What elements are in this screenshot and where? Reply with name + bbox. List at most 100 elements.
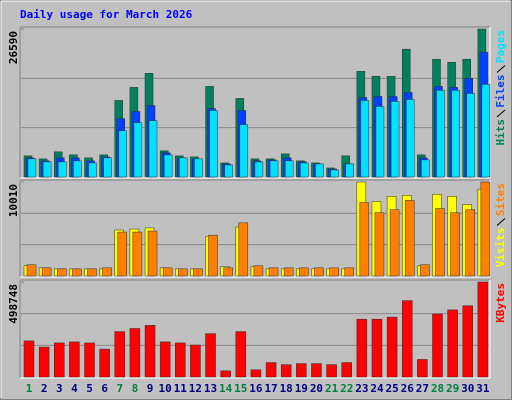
bar (268, 267, 279, 277)
legend-separator (496, 109, 506, 118)
bar (148, 120, 158, 178)
bar (269, 160, 279, 178)
bar (404, 200, 415, 277)
x-tick-label: 11 (174, 382, 188, 395)
bar (220, 370, 231, 378)
bar (87, 268, 97, 277)
x-tick-label: 12 (189, 382, 202, 395)
bar (296, 363, 307, 378)
bar (235, 331, 247, 378)
bar (238, 222, 249, 277)
bar (54, 342, 65, 378)
x-tick-label: 5 (86, 382, 93, 395)
bar (73, 160, 82, 178)
bar (179, 157, 188, 178)
bar (450, 212, 460, 277)
bar (359, 202, 370, 277)
bar (375, 106, 385, 178)
bar (253, 265, 264, 277)
bar (147, 230, 158, 277)
bar (356, 318, 368, 378)
x-tick-label: 30 (461, 382, 474, 395)
bar (374, 212, 385, 277)
legend-label: Sites (494, 183, 507, 216)
legend-label: Hits (494, 119, 507, 146)
bar (466, 93, 475, 178)
bar (162, 267, 173, 277)
bar (84, 342, 95, 378)
bar (178, 268, 188, 277)
bar (477, 281, 489, 378)
x-tick-label: 22 (340, 382, 353, 395)
legend-separator (496, 218, 506, 226)
bar (194, 158, 203, 178)
legend-label: Visits (494, 228, 507, 268)
bar (401, 300, 413, 378)
y-tick-label: 498748 (7, 284, 20, 324)
x-tick-label: 27 (416, 382, 429, 395)
bar (371, 318, 383, 378)
bar (42, 161, 52, 178)
bar (99, 348, 110, 378)
bar (280, 364, 292, 378)
bar (314, 267, 324, 277)
bar (208, 234, 218, 277)
bar (159, 341, 171, 378)
bar (57, 268, 67, 277)
bar (344, 267, 354, 277)
bar (88, 162, 97, 178)
x-tick-label: 25 (385, 382, 398, 395)
x-tick-label: 17 (264, 382, 277, 395)
bar (435, 208, 445, 277)
x-tick-label: 23 (355, 382, 368, 395)
bar (72, 268, 82, 277)
bar (480, 181, 491, 277)
x-tick-label: 19 (295, 382, 308, 395)
x-tick-label: 10 (159, 382, 172, 395)
bar (436, 90, 445, 178)
bar (38, 346, 50, 378)
bar (389, 209, 400, 277)
bar (345, 163, 354, 178)
legend-label: Pages (494, 30, 507, 63)
x-tick-label: 1 (26, 382, 33, 395)
x-tick-label: 15 (234, 382, 247, 395)
x-tick-label: 2 (41, 382, 48, 395)
bar (190, 344, 201, 378)
bar (283, 267, 294, 277)
bar (224, 164, 233, 178)
bar (405, 99, 415, 178)
legend-label: KBytes (494, 283, 507, 323)
bar (254, 161, 264, 178)
panel (20, 180, 490, 277)
bar (175, 342, 186, 378)
bar (462, 305, 473, 378)
bar (102, 267, 112, 277)
bar (465, 209, 475, 277)
bar (103, 157, 112, 178)
bar (133, 122, 143, 178)
bar (390, 101, 400, 178)
x-tick-label: 31 (476, 382, 490, 395)
bar (69, 341, 80, 378)
bar (58, 161, 67, 178)
bar (417, 359, 428, 378)
bar (299, 267, 309, 277)
bar (117, 231, 128, 277)
x-tick-label: 13 (204, 382, 217, 395)
bar (311, 363, 322, 378)
x-tick-label: 21 (325, 382, 339, 395)
bar (284, 160, 294, 178)
x-tick-label: 9 (147, 382, 154, 395)
x-tick-label: 4 (71, 382, 78, 395)
x-tick-label: 29 (446, 382, 459, 395)
y-tick-label: 10010 (7, 184, 20, 217)
bar (265, 362, 277, 378)
x-tick-label: 6 (101, 382, 108, 395)
bar (420, 264, 430, 277)
y-tick-label: 26590 (7, 31, 20, 64)
x-tick-label: 26 (401, 382, 415, 395)
bar (118, 130, 128, 178)
bar (330, 169, 339, 178)
